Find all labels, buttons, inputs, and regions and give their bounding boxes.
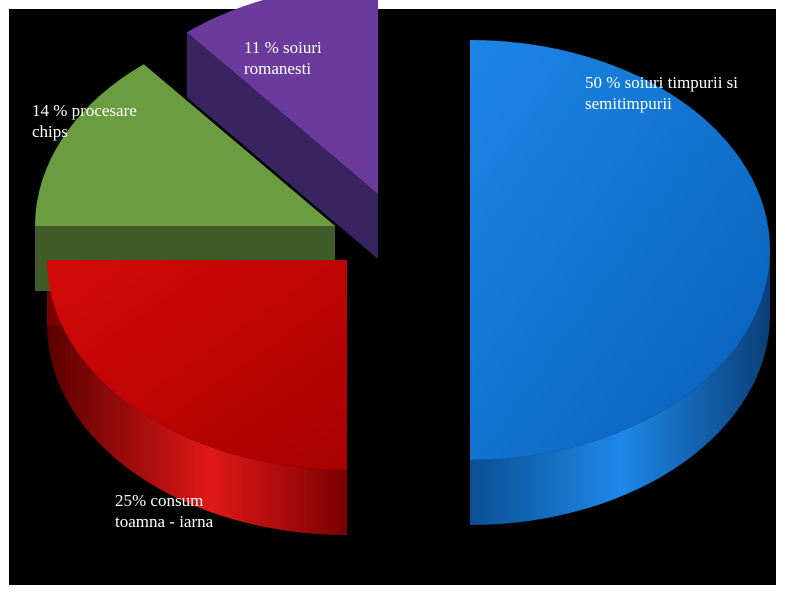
slice-side-consum <box>47 260 347 535</box>
slice-side-timpurii <box>470 250 770 525</box>
slice-top-chips <box>35 64 335 226</box>
slice-label-consum: 25% consum toamna - iarna <box>115 490 213 532</box>
slice-label-romanesti-line2: romanesti <box>244 59 312 78</box>
slice-label-chips-line1: 14 % procesare <box>32 101 137 120</box>
slice-label-timpurii-line1: 50 % soiuri timpurii si <box>585 73 738 92</box>
slice-cut-romanesti-0 <box>186 32 378 260</box>
slice-label-consum-line2: toamna - iarna <box>115 512 214 531</box>
slice-top-timpurii <box>470 40 770 460</box>
slice-label-consum-line1: 25% consum <box>115 491 204 510</box>
slice-label-timpurii-line2: semitimpurii <box>585 94 672 113</box>
slice-label-romanesti: 11 % soiuri romanesti <box>244 37 322 79</box>
slice-label-timpurii: 50 % soiuri timpurii si semitimpurii <box>585 72 738 114</box>
slice-label-chips: 14 % procesare chips <box>32 100 137 142</box>
slice-top-romanesti <box>186 0 378 194</box>
slice-top-consum <box>47 260 347 470</box>
slice-label-romanesti-line1: 11 % soiuri <box>244 38 322 57</box>
slice-label-chips-line2: chips <box>32 122 68 141</box>
